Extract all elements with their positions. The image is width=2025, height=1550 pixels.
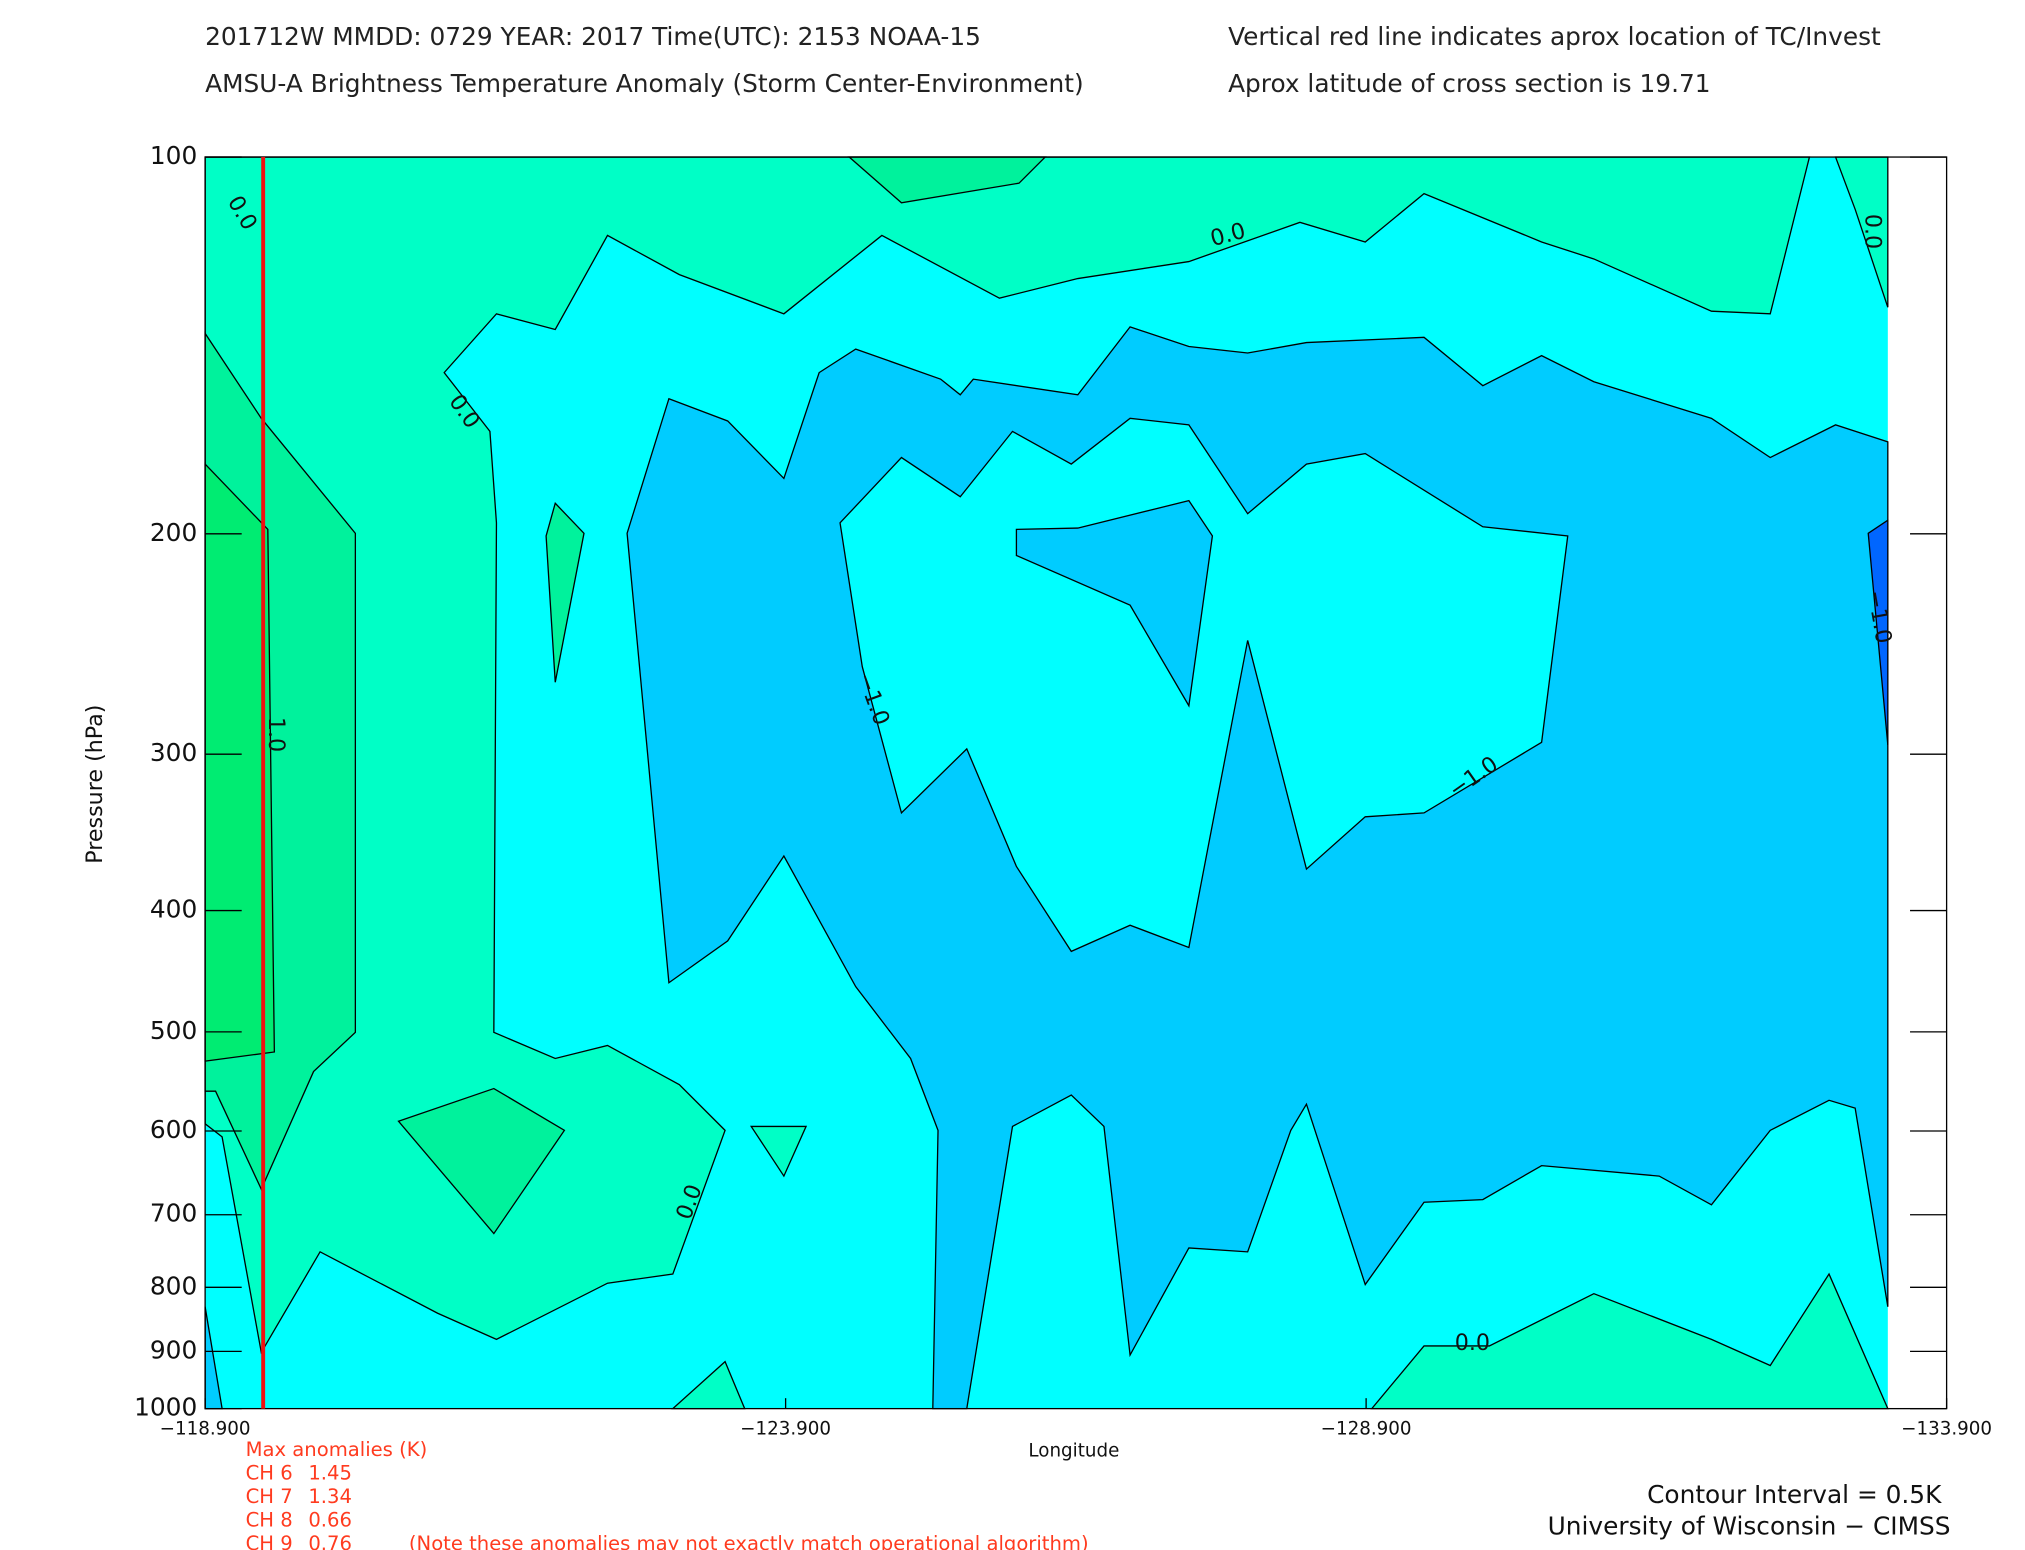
- contour-interval: Contour Interval = 0.5K: [1647, 1480, 1942, 1509]
- channel-name: CH 8: [246, 1508, 293, 1531]
- channel-value: 0.76: [308, 1532, 352, 1550]
- y-tick-label: 1000: [134, 1393, 197, 1422]
- contour-region: [545, 501, 585, 683]
- contour-label: 0.0: [1455, 1330, 1490, 1356]
- channel-name: CH 6: [246, 1461, 293, 1484]
- x-axis-label: Longitude: [1028, 1441, 1119, 1462]
- y-tick-label: 600: [150, 1115, 197, 1144]
- x-tick-label: −128.900: [1321, 1419, 1412, 1440]
- x-tick-label: −123.900: [740, 1419, 831, 1440]
- y-axis-label: Pressure (hPa): [82, 705, 108, 864]
- anomaly-title: Max anomalies (K): [246, 1438, 428, 1461]
- channel-value: 1.34: [308, 1485, 352, 1508]
- channel-name: CH 9: [246, 1532, 293, 1550]
- y-tick-label: 100: [150, 141, 197, 170]
- contour-region: [749, 1125, 808, 1178]
- y-tick-label: 800: [150, 1271, 197, 1300]
- header-line: Vertical red line indicates aprox locati…: [1228, 22, 1881, 51]
- channel-name: CH 7: [246, 1485, 293, 1508]
- header-line: Aprox latitude of cross section is 19.71: [1228, 69, 1710, 98]
- contour-label: 0.0: [1860, 214, 1886, 249]
- channel-value: 0.66: [308, 1508, 352, 1531]
- contour-region: [1867, 519, 1889, 746]
- y-tick-label: 200: [150, 518, 197, 547]
- y-tick-label: 300: [150, 738, 197, 767]
- x-tick-label: −118.900: [160, 1419, 251, 1440]
- x-tick-label: −133.900: [1901, 1419, 1992, 1440]
- y-tick-label: 500: [150, 1016, 197, 1045]
- y-tick-label: 700: [150, 1199, 197, 1228]
- contour-label: 1.0: [263, 717, 289, 752]
- note: (Note these anomalies may not exactly ma…: [409, 1532, 1089, 1550]
- y-tick-label: 900: [150, 1335, 197, 1364]
- contour-field: 0.0 0.0 0.0 0.0 0.0 0.0 1.0 −1.0 −1.0 −1…: [204, 156, 1897, 1410]
- header-line: AMSU-A Brightness Temperature Anomaly (S…: [205, 69, 1084, 98]
- plot-frame: [204, 156, 1948, 1410]
- contour-region: [204, 156, 1811, 1355]
- header-line: 201712W MMDD: 0729 YEAR: 2017 Time(UTC):…: [205, 22, 981, 51]
- channel-value: 1.45: [308, 1461, 352, 1484]
- contour-region: [1015, 499, 1214, 708]
- contour-region: [1370, 1272, 1889, 1410]
- contour-region: [397, 1087, 566, 1235]
- credit: University of Wisconsin − CIMSS: [1548, 1512, 1951, 1541]
- y-tick-label: 400: [150, 895, 197, 924]
